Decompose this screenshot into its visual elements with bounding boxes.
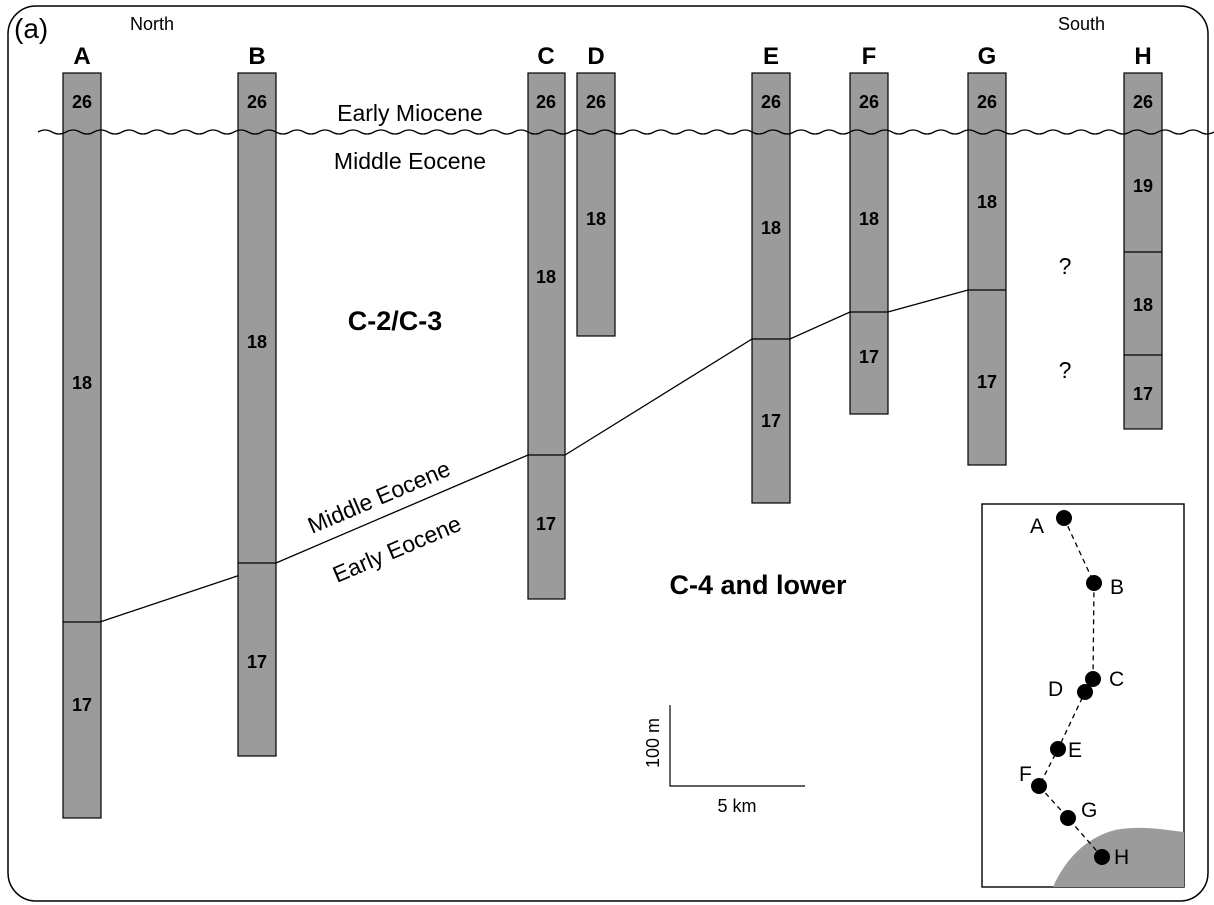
column-G: G 26 18 17	[967, 43, 1007, 466]
inset-well-G	[1060, 810, 1076, 826]
column-C-seg-1: 18	[536, 267, 556, 287]
column-H-bar	[1123, 72, 1163, 430]
column-G-seg-1: 18	[977, 192, 997, 212]
inset-label-A: A	[1030, 515, 1044, 538]
column-H-seg-0: 26	[1133, 92, 1153, 112]
column-A-seg-2: 17	[72, 695, 92, 715]
column-F: F 26 18 17	[849, 43, 889, 415]
scale-bar	[669, 705, 805, 787]
column-B-seg-1: 18	[247, 332, 267, 352]
column-F-seg-2: 17	[859, 347, 879, 367]
inset-well-F	[1031, 778, 1047, 794]
inset-label-H: H	[1114, 846, 1129, 869]
column-C: C 26 18 17	[527, 43, 566, 600]
inset-well-A	[1056, 510, 1072, 526]
inset-label-C: C	[1109, 668, 1124, 691]
column-H: H 26 19 18 17	[1123, 43, 1163, 430]
inset-label-G: G	[1081, 799, 1097, 822]
unconformity-wavy-line	[37, 129, 1214, 135]
unknown-marker-upper: ?	[1059, 253, 1072, 279]
inset-well-C	[1085, 671, 1101, 687]
unknown-marker-lower: ?	[1059, 357, 1072, 383]
column-B-seg-2: 17	[247, 652, 267, 672]
direction-north-label: North	[130, 14, 174, 34]
scale-vertical-label: 100 m	[643, 718, 663, 768]
well-columns: A 26 18 17 B 26 18 17 C 26 18 17 D 26	[62, 43, 1163, 819]
column-A: A 26 18 17	[62, 43, 102, 819]
column-E-seg-1: 18	[761, 218, 781, 238]
column-H-seg-2: 18	[1133, 295, 1153, 315]
inset-label-F: F	[1019, 763, 1032, 786]
column-D-seg-1: 18	[586, 209, 606, 229]
column-A-name: A	[73, 43, 90, 70]
column-E-seg-0: 26	[761, 92, 781, 112]
column-D-seg-0: 26	[586, 92, 606, 112]
column-E-seg-2: 17	[761, 411, 781, 431]
column-E-bar	[751, 72, 791, 504]
column-F-seg-0: 26	[859, 92, 879, 112]
inset-label-E: E	[1068, 739, 1082, 762]
column-B-bar	[237, 72, 277, 757]
column-D-name: D	[587, 43, 604, 70]
column-A-seg-1: 18	[72, 373, 92, 393]
inset-well-B	[1086, 575, 1102, 591]
column-C-name: C	[537, 43, 554, 70]
column-H-seg-3: 17	[1133, 384, 1153, 404]
column-B-seg-0: 26	[247, 92, 267, 112]
column-H-seg-1: 19	[1133, 176, 1153, 196]
inset-well-D	[1077, 684, 1093, 700]
column-F-seg-1: 18	[859, 209, 879, 229]
diagram-frame	[7, 5, 1209, 902]
column-D-bar	[576, 72, 616, 337]
column-C-seg-2: 17	[536, 514, 556, 534]
inset-map: A B C D E F G H	[981, 503, 1185, 888]
scale-horizontal-label: 5 km	[717, 796, 756, 816]
inset-land-area	[1053, 827, 1184, 887]
inset-label-D: D	[1048, 678, 1063, 701]
panel-label: (a)	[14, 13, 48, 44]
inset-label-B: B	[1110, 576, 1124, 599]
zone-upper-label: C-2/C-3	[348, 306, 443, 336]
column-H-name: H	[1134, 43, 1151, 70]
direction-south-label: South	[1058, 14, 1105, 34]
column-B: B 26 18 17	[237, 43, 277, 757]
inset-well-H	[1094, 849, 1110, 865]
column-G-name: G	[978, 43, 997, 70]
column-A-seg-0: 26	[72, 92, 92, 112]
unconformity-below-label: Middle Eocene	[334, 148, 486, 174]
column-C-seg-0: 26	[536, 92, 556, 112]
inset-well-E	[1050, 741, 1066, 757]
column-F-name: F	[862, 43, 877, 70]
unconformity-above-label: Early Miocene	[337, 100, 483, 126]
column-G-seg-0: 26	[977, 92, 997, 112]
zone-lower-label: C-4 and lower	[669, 570, 847, 600]
column-B-name: B	[248, 43, 265, 70]
column-G-bar	[967, 72, 1007, 466]
column-G-seg-2: 17	[977, 372, 997, 392]
column-E-name: E	[763, 43, 779, 70]
column-A-bar	[62, 72, 102, 819]
column-C-bar	[527, 72, 566, 600]
column-E: E 26 18 17	[751, 43, 791, 504]
column-D: D 26 18	[576, 43, 616, 337]
